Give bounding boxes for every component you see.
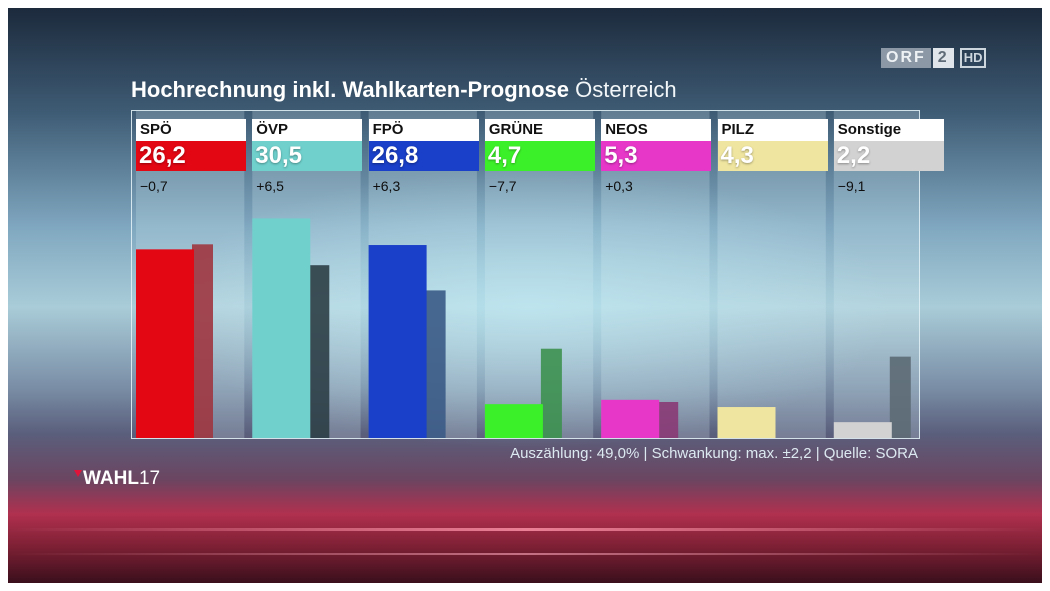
- red-triangle-icon: [74, 470, 82, 477]
- footer-note: Auszählung: 49,0% | Schwankung: max. ±2,…: [510, 445, 918, 462]
- change-label-sonstige: −9,1: [837, 178, 866, 194]
- channel-number: 2: [932, 48, 954, 68]
- bar-previous-neos: [657, 402, 679, 438]
- wahl17-logo: WAHL17: [74, 468, 160, 490]
- value-label-spo: 26,2: [136, 141, 246, 171]
- bar-current-sonstige: [833, 422, 892, 438]
- party-label-ovp: ÖVP: [252, 119, 363, 141]
- change-label-spo: −0,7: [140, 178, 168, 194]
- plot-area: SPÖ 26,2 −0,7 ÖVP 30,5 +6,5 FPÖ 26,8 +6,3 GRÜNE 4,…: [131, 110, 944, 439]
- orf2-hd-logo: ORF 2 HD: [881, 48, 987, 68]
- party-label-fpo: FPÖ: [368, 119, 479, 141]
- hd-badge: HD: [959, 48, 987, 68]
- bar-previous-grune: [540, 348, 562, 438]
- wahl-logo-year: 17: [138, 468, 161, 489]
- value-label-sonstige: 2,2: [833, 141, 944, 171]
- change-label-grune: −7,7: [488, 178, 517, 194]
- change-label-fpo: +6,3: [372, 178, 401, 194]
- bar-previous-fpo: [424, 290, 446, 438]
- value-label-ovp: 30,5: [252, 141, 363, 171]
- wahl-logo-word: WAHL: [83, 468, 139, 489]
- background-streak: [8, 553, 1042, 555]
- chart-title-main: Hochrechnung inkl. Wahlkarten-Prognose: [131, 77, 570, 102]
- value-label-neos: 5,3: [601, 141, 712, 171]
- party-label-neos: NEOS: [601, 119, 712, 141]
- value-label-fpo: 26,8: [368, 141, 479, 171]
- tv-screen: ORF 2 HD Hochrechnung inkl. Wahlkarten-P…: [8, 8, 1042, 583]
- bar-previous-spo: [192, 244, 213, 438]
- background-streak: [8, 528, 1042, 531]
- chart-title-region: Österreich: [575, 77, 677, 102]
- bar-current-fpo: [368, 245, 427, 438]
- chart-title: Hochrechnung inkl. Wahlkarten-Prognose Ö…: [131, 77, 677, 103]
- bar-current-spo: [136, 249, 194, 438]
- party-label-pilz: PILZ: [717, 119, 828, 141]
- party-label-sonstige: Sonstige: [833, 119, 944, 141]
- bar-previous-ovp: [308, 265, 330, 438]
- change-label-neos: +0,3: [605, 178, 633, 194]
- bar-current-neos: [601, 399, 660, 438]
- change-label-ovp: +6,5: [256, 178, 284, 194]
- party-label-spo: SPÖ: [136, 119, 246, 141]
- bar-current-pilz: [717, 407, 776, 438]
- orf-logo-text: ORF: [881, 48, 931, 68]
- bar-current-grune: [484, 404, 543, 438]
- party-label-grune: GRÜNE: [484, 119, 595, 141]
- bar-previous-sonstige: [889, 356, 911, 438]
- value-label-grune: 4,7: [484, 141, 595, 171]
- bar-current-ovp: [252, 218, 311, 438]
- value-label-pilz: 4,3: [717, 141, 828, 171]
